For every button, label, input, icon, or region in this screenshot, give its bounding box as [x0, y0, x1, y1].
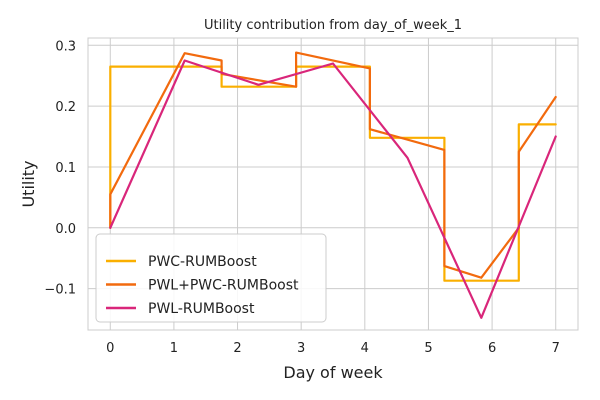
- y-axis-label: Utility: [19, 160, 38, 207]
- x-tick-label: 7: [552, 341, 560, 356]
- y-tick-label: 0.0: [55, 222, 76, 237]
- x-tick-label: 5: [424, 341, 432, 356]
- y-tick-labels: −0.1 0.0 0.1 0.2 0.3: [44, 39, 76, 297]
- chart-title: Utility contribution from day_of_week_1: [204, 18, 462, 33]
- x-tick-labels: 0 1 2 3 4 5 6 7: [106, 341, 560, 356]
- series-line-pwl-rumboost: [109, 59, 557, 319]
- y-tick-label: −0.1: [44, 283, 76, 298]
- x-tick-label: 1: [170, 341, 178, 356]
- legend: PWC-RUMBoost PWL+PWC-RUMBoost PWL-RUMBoost: [95, 233, 327, 323]
- y-tick-label: 0.2: [55, 100, 76, 115]
- series-layer: [109, 51, 557, 319]
- x-tick-label: 2: [233, 341, 241, 356]
- series-line-pwl-pwc-rumboost: [109, 51, 557, 279]
- x-tick-label: 6: [488, 341, 496, 356]
- plot-frame: [87, 37, 579, 331]
- x-axis-label: Day of week: [283, 363, 383, 382]
- legend-label: PWL+PWC-RUMBoost: [148, 278, 299, 294]
- x-tick-label: 3: [297, 341, 305, 356]
- y-tick-label: 0.3: [55, 39, 76, 54]
- legend-label: PWC-RUMBoost: [148, 254, 257, 270]
- legend-box: [95, 233, 327, 323]
- x-tick-label: 0: [106, 341, 114, 356]
- x-tick-label: 4: [361, 341, 369, 356]
- y-tick-label: 0.1: [55, 161, 76, 176]
- legend-label: PWL-RUMBoost: [148, 301, 255, 317]
